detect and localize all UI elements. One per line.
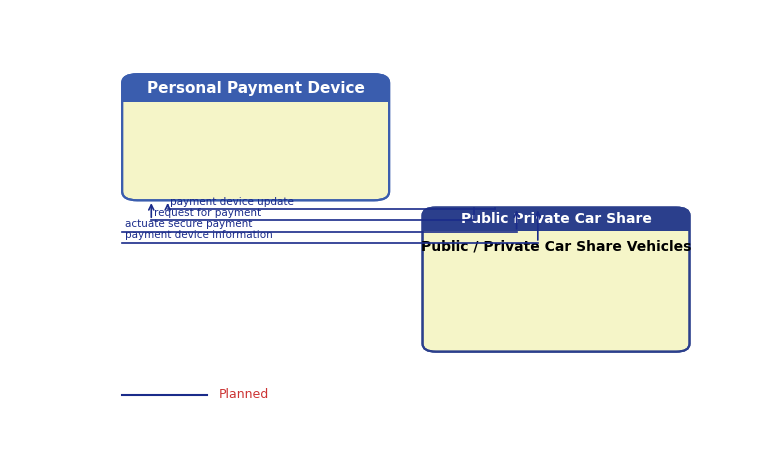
FancyBboxPatch shape (122, 74, 389, 200)
Bar (423, 218, 690, 231)
FancyBboxPatch shape (122, 74, 389, 102)
Bar (122, 87, 389, 102)
Text: Public / Private Car Share Vehicles: Public / Private Car Share Vehicles (420, 240, 691, 254)
Text: Public Private Car Share: Public Private Car Share (460, 212, 651, 226)
Text: payment device update: payment device update (170, 197, 294, 207)
Text: Personal Payment Device: Personal Payment Device (146, 80, 365, 95)
Text: actuate secure payment: actuate secure payment (124, 219, 252, 229)
Text: payment device information: payment device information (124, 230, 272, 240)
FancyBboxPatch shape (423, 207, 690, 351)
Text: Planned: Planned (219, 388, 269, 402)
Text: request for payment: request for payment (153, 208, 261, 218)
FancyBboxPatch shape (423, 207, 690, 231)
